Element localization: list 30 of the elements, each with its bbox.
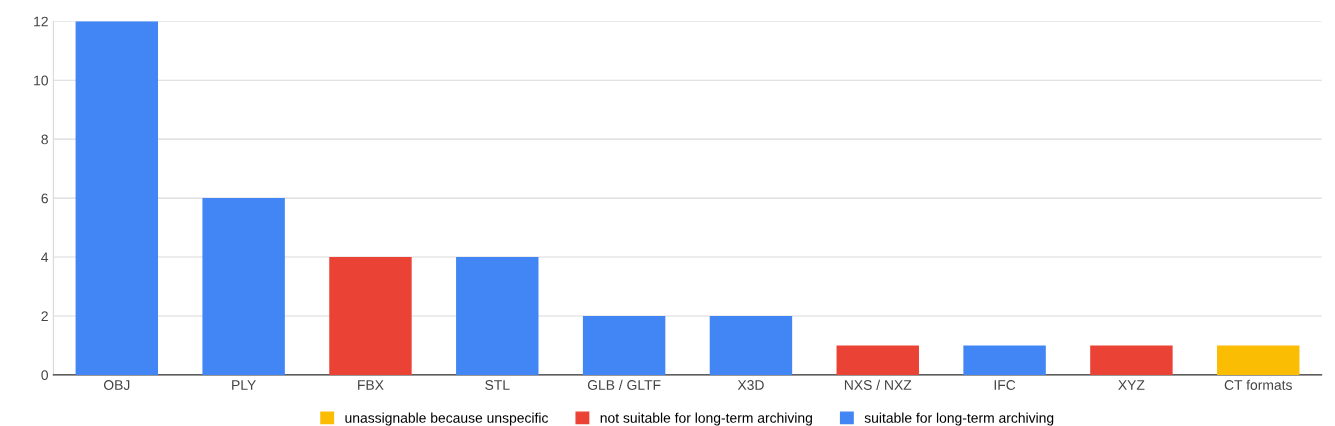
y-tick-label: 10 (34, 75, 48, 86)
x-tick-label: X3D (737, 380, 764, 390)
bar (456, 257, 539, 375)
x-tick-label: GLB / GLTF (587, 379, 661, 390)
x-tick-label: FBX (358, 380, 384, 390)
bar (963, 345, 1046, 375)
y-tick-label: 8 (41, 134, 48, 145)
bar (202, 198, 285, 375)
bar (709, 315, 793, 375)
legend-label: not suitable for long-term archiving (600, 412, 812, 426)
bar (582, 315, 666, 375)
legend-label: unassignable because unspecific (345, 412, 549, 426)
bar (1217, 345, 1300, 375)
x-tick-label: OBJ (103, 380, 130, 390)
bar (75, 21, 159, 375)
x-tick-label: PLY (232, 380, 256, 390)
x-tick-label: CT formats (1224, 379, 1292, 390)
bar (1090, 345, 1173, 375)
bar (329, 257, 412, 375)
x-tick-label: XYZ (1118, 380, 1145, 390)
x-tick-label: STL (485, 380, 510, 390)
y-tick-label: 6 (41, 193, 48, 204)
x-tick-label: NXS / NXZ (844, 379, 912, 390)
y-tick-label: 0 (41, 370, 48, 381)
legend-label: suitable for long-term archiving (864, 412, 1054, 426)
y-tick-label: 4 (41, 252, 49, 263)
x-tick-label: IFC (994, 380, 1016, 390)
y-tick-label: 12 (34, 16, 48, 27)
bar (836, 345, 919, 375)
y-tick-label: 2 (41, 311, 48, 321)
